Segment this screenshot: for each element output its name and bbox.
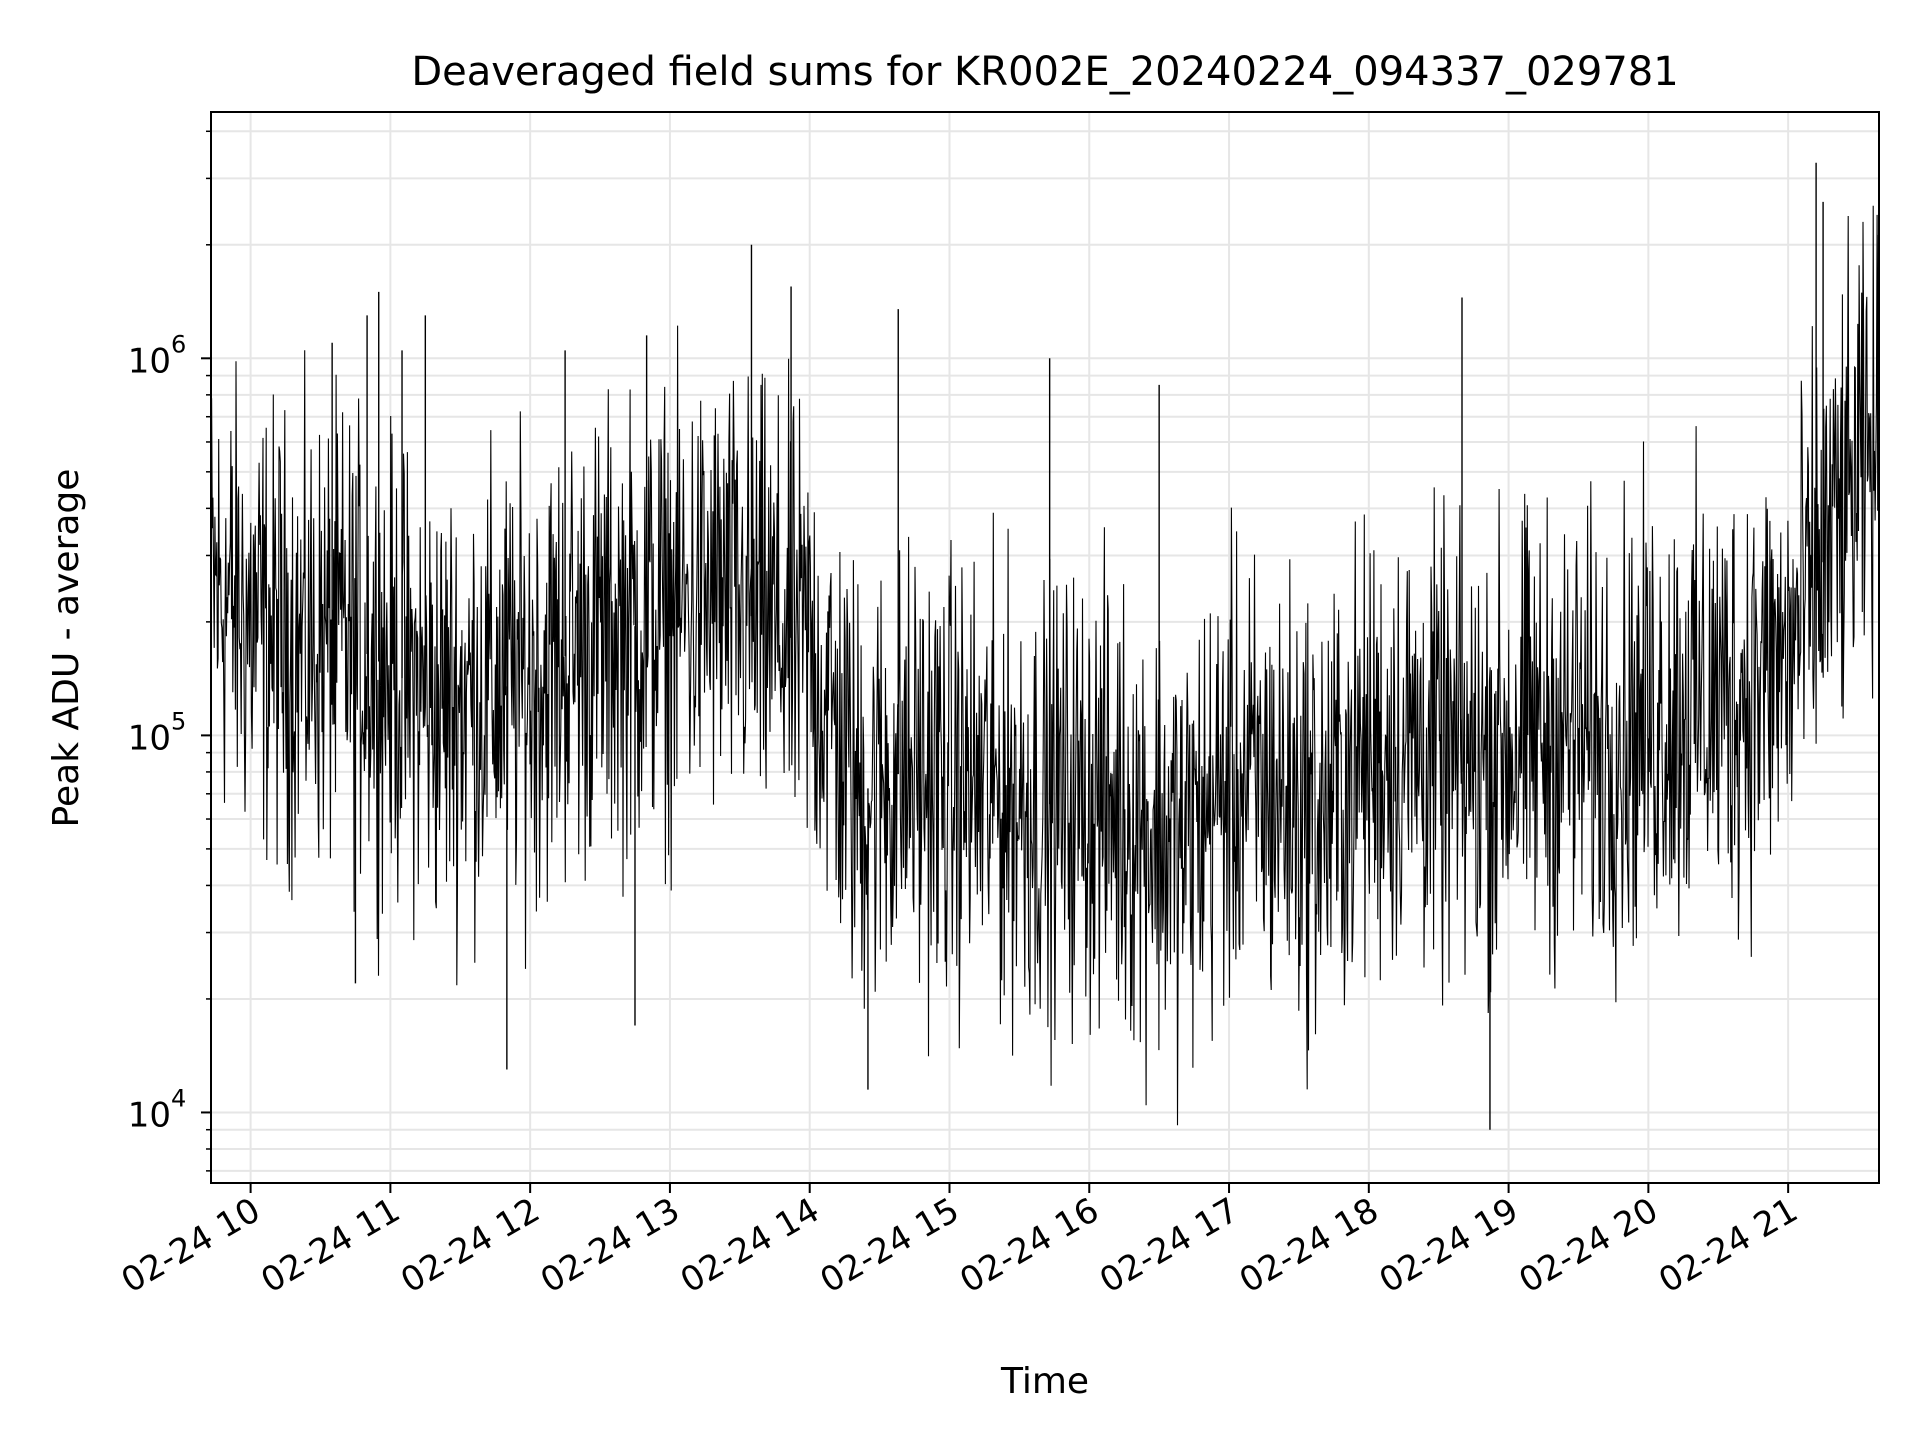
x-tick-label: 02-24 20 [1512,1190,1664,1301]
x-tick-label: 02-24 11 [254,1190,406,1301]
x-axis-label: Time [1000,1361,1089,1402]
y-tick-label: 10 [128,718,171,758]
y-axis-label: Peak ADU - average [46,469,87,828]
x-tick-label: 02-24 17 [1093,1190,1245,1301]
y-tick-label: 10 [128,1095,171,1135]
x-tick-label: 02-24 16 [953,1190,1105,1301]
plot-area [210,162,1880,1130]
x-tick-label: 02-24 19 [1373,1190,1525,1301]
y-tick-exponent: 5 [171,707,186,735]
x-tick-label: 02-24 12 [394,1190,546,1301]
x-tick-label: 02-24 13 [534,1190,686,1301]
x-tick-label: 02-24 15 [814,1190,966,1301]
x-tick-label: 02-24 14 [674,1190,826,1301]
x-tick-label: 02-24 10 [115,1190,267,1301]
y-tick-exponent: 6 [171,330,186,358]
x-tick-label: 02-24 18 [1233,1190,1385,1301]
plot-frame [210,111,1880,1184]
data-series-line [210,205,1880,1126]
y-tick-label: 10 [128,341,171,381]
y-tick-exponent: 4 [171,1084,186,1112]
x-tick-label: 02-24 21 [1652,1190,1804,1301]
chart-title: Deaveraged field sums for KR002E_2024022… [411,49,1678,95]
